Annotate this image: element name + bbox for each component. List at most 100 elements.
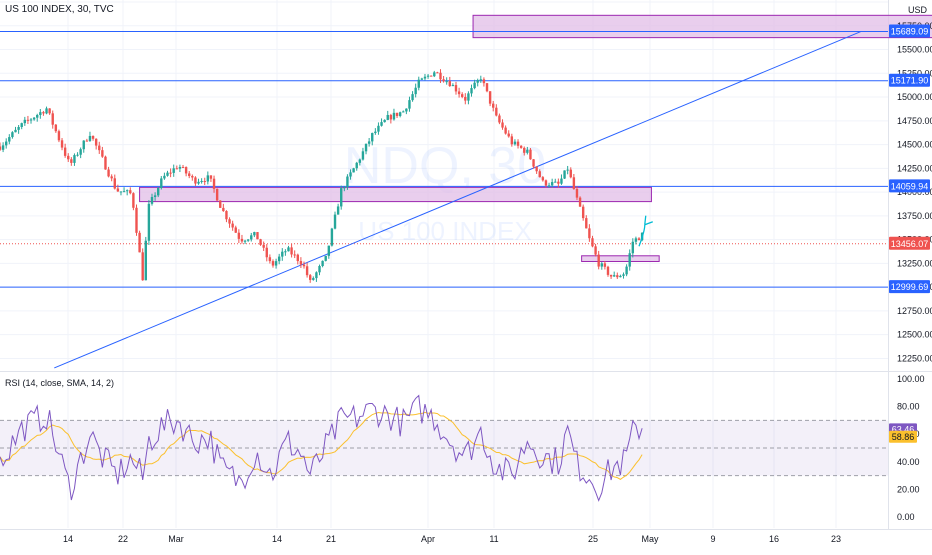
candle-body xyxy=(557,181,560,184)
candle-body xyxy=(305,266,309,276)
candle-body xyxy=(398,112,402,116)
rsi-tick-label: 20.00 xyxy=(897,484,920,494)
candle-body xyxy=(566,169,569,171)
supply-demand-zone[interactable] xyxy=(581,255,660,262)
candle-body xyxy=(433,72,436,77)
projection-arrow xyxy=(638,224,646,247)
candle-body xyxy=(26,119,30,121)
rsi-ma-line xyxy=(0,411,643,480)
level-price-badge[interactable] xyxy=(889,73,930,87)
candle-body xyxy=(411,94,414,101)
candle-body xyxy=(541,177,545,181)
candle-body xyxy=(460,94,464,97)
rsi-ma-badge-text: 58.86 xyxy=(892,432,915,442)
candle-body xyxy=(600,263,603,267)
candle-body xyxy=(318,265,321,273)
level-layer[interactable] xyxy=(0,31,888,288)
candle-body xyxy=(488,91,492,104)
candle-body xyxy=(277,256,281,262)
time-tick-label: 23 xyxy=(831,534,841,544)
candle-body xyxy=(234,227,237,233)
candle-body xyxy=(60,140,64,148)
candle-body xyxy=(268,257,272,262)
time-tick-label: 21 xyxy=(326,534,336,544)
candle-body xyxy=(476,80,479,83)
candle-body xyxy=(104,156,107,170)
candle-body xyxy=(17,127,20,130)
candle-body xyxy=(98,145,101,151)
candle-body xyxy=(414,87,417,95)
candle-body xyxy=(352,168,355,173)
level-price-badge[interactable] xyxy=(889,24,930,38)
candle-body xyxy=(240,238,244,242)
zone-layer[interactable] xyxy=(139,14,932,262)
candle-body xyxy=(392,112,396,120)
candle-body xyxy=(157,188,160,196)
candle-body xyxy=(181,167,185,169)
candle-body xyxy=(507,133,510,137)
candle-body xyxy=(88,135,92,141)
candle-body xyxy=(122,191,126,193)
candle-body xyxy=(215,188,219,201)
level-price-badge[interactable] xyxy=(889,280,930,294)
candle-body xyxy=(79,149,82,155)
candle-body xyxy=(361,151,365,160)
candle-body xyxy=(637,238,641,241)
rsi-title[interactable]: RSI (14, close, SMA, 14, 2) xyxy=(5,378,115,388)
time-tick-label: 22 xyxy=(118,534,128,544)
candle-body xyxy=(451,85,455,87)
candle-body xyxy=(535,166,538,172)
candle-body xyxy=(402,111,405,113)
candle-body xyxy=(153,195,157,197)
candle-body xyxy=(606,266,610,275)
axis-layer[interactable]: USD15750.0015500.0015250.0015000.0014750… xyxy=(63,5,932,544)
candle-body xyxy=(389,114,393,120)
currency-label: USD xyxy=(908,5,928,15)
rsi-tick-label: 40.00 xyxy=(897,457,920,467)
candle-body xyxy=(340,188,343,207)
symbol-title[interactable]: US 100 INDEX, 30, TVC xyxy=(5,4,114,15)
trend-layer[interactable] xyxy=(54,31,861,369)
candle-body xyxy=(42,112,45,114)
level-price-badge[interactable] xyxy=(889,179,930,193)
candle-body xyxy=(250,235,253,240)
candle-body xyxy=(212,178,216,189)
level-price-badge-text: 14059.94 xyxy=(891,181,929,191)
candle-body xyxy=(101,150,104,157)
candle-body xyxy=(200,181,203,183)
candle-body xyxy=(457,91,461,95)
candle-body xyxy=(315,272,318,279)
candle-body xyxy=(188,173,191,176)
candle-body xyxy=(612,275,616,277)
candle-body xyxy=(405,108,408,112)
candle-body xyxy=(166,172,169,176)
last-price-badge[interactable] xyxy=(889,236,930,250)
candle-body xyxy=(628,253,631,267)
rsi-line xyxy=(0,394,643,502)
projection-arrow-head xyxy=(644,215,653,226)
candle-body xyxy=(1,145,5,150)
candle-body xyxy=(293,254,296,256)
price-tick-label: 12250.00 xyxy=(897,353,932,363)
time-tick-label: May xyxy=(641,534,659,544)
candle-body xyxy=(150,196,154,204)
trend-line[interactable] xyxy=(54,31,861,369)
candle-body xyxy=(526,149,529,153)
candle-body xyxy=(519,145,523,148)
candle-body xyxy=(377,125,380,132)
supply-demand-zone[interactable] xyxy=(472,14,932,39)
price-tick-label: 12750.00 xyxy=(897,306,932,316)
candle-body xyxy=(467,93,470,101)
candle-body xyxy=(634,238,638,242)
rsi-ma-badge[interactable] xyxy=(889,430,917,443)
candle-body xyxy=(591,238,594,247)
time-tick-label: 11 xyxy=(489,534,498,544)
supply-demand-zone[interactable] xyxy=(139,186,652,203)
candle-body xyxy=(504,127,507,134)
candle-body xyxy=(538,171,541,178)
candle-body xyxy=(349,172,352,177)
candle-body xyxy=(253,232,256,236)
